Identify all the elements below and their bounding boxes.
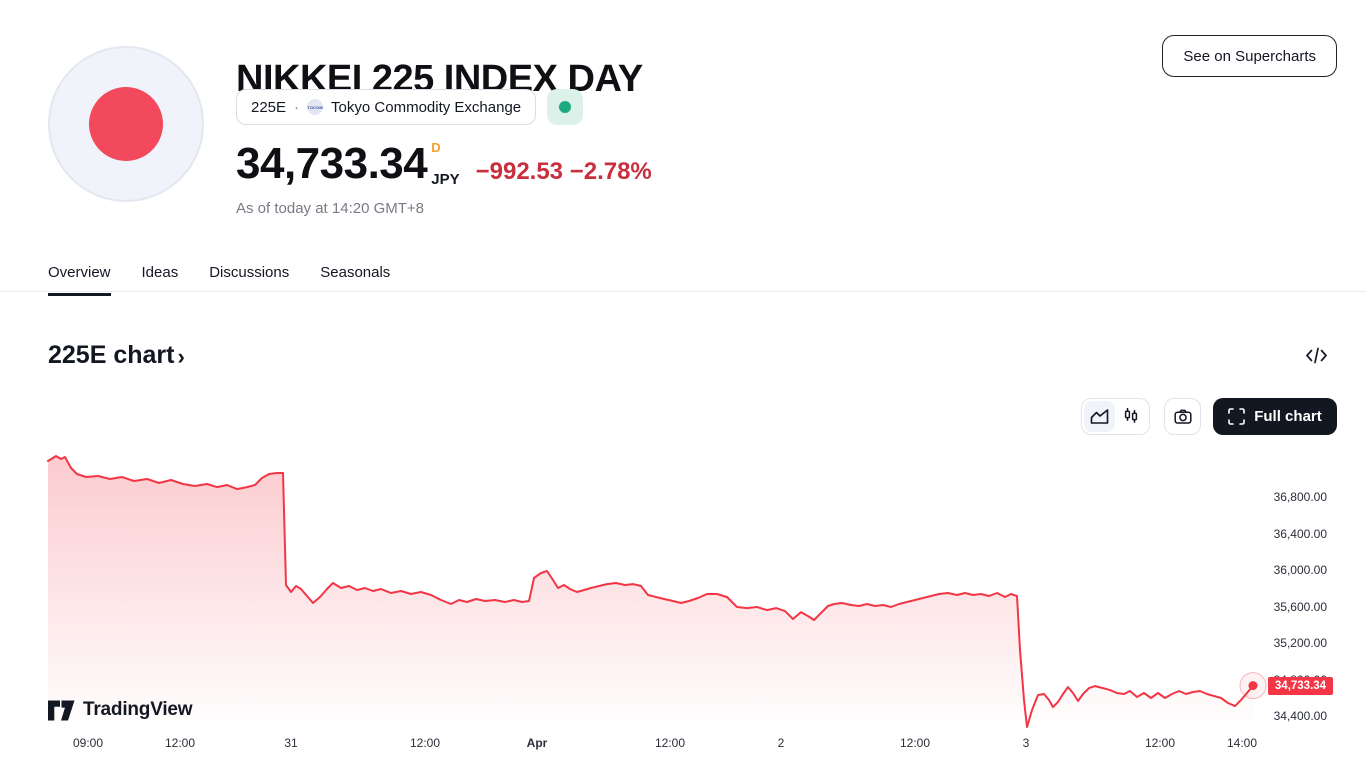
- x-axis-label: 2: [777, 736, 785, 750]
- y-axis-label: 36,400.00: [1273, 526, 1327, 541]
- x-axis-label: 12:00: [1144, 736, 1176, 750]
- tab-ideas[interactable]: Ideas: [142, 258, 179, 296]
- tab-overview[interactable]: Overview: [48, 258, 111, 296]
- tradingview-logo-icon: [48, 700, 75, 720]
- chart-section-heading-link[interactable]: 225E chart ›: [48, 341, 185, 370]
- full-chart-button[interactable]: Full chart: [1213, 398, 1337, 435]
- y-axis-label: 35,600.00: [1273, 599, 1327, 614]
- price-area-chart[interactable]: [0, 440, 1366, 768]
- y-axis-label: 35,200.00: [1273, 636, 1327, 650]
- candlestick-icon: [1124, 408, 1137, 423]
- japan-flag-red-circle-icon: [89, 87, 163, 161]
- full-chart-label: Full chart: [1254, 408, 1322, 425]
- tradingview-wordmark: TradingView: [83, 699, 193, 720]
- price-line: [47, 455, 1254, 728]
- x-axis-label: 3: [1022, 736, 1030, 750]
- camera-icon: [1173, 409, 1192, 424]
- chart-type-area-button[interactable]: [1084, 401, 1115, 432]
- market-open-dot-icon: [559, 101, 571, 113]
- separator-dot: ·: [294, 98, 300, 116]
- tab-seasonals[interactable]: Seasonals: [320, 258, 390, 296]
- tradingview-attribution-link[interactable]: TradingView: [48, 699, 193, 721]
- chart-type-segmented-control: [1081, 398, 1150, 435]
- chart-section-title: 225E chart: [48, 341, 175, 369]
- snapshot-button[interactable]: [1164, 398, 1201, 435]
- tocom-exchange-logo-icon: TOCOM: [307, 99, 324, 115]
- y-axis-label: 36,800.00: [1273, 490, 1327, 504]
- code-embed-icon: [1306, 347, 1327, 364]
- chart-type-candles-button[interactable]: [1115, 401, 1146, 432]
- last-price: 34,733.34: [236, 139, 428, 188]
- symbol-logo-japan-flag: [48, 46, 204, 202]
- x-axis-label: 12:00: [899, 736, 931, 750]
- market-status-button[interactable]: [547, 89, 583, 125]
- x-axis-label: 12:00: [164, 736, 196, 750]
- exchange-name: Tokyo Commodity Exchange: [331, 98, 522, 116]
- chevron-right-icon: ›: [177, 343, 185, 369]
- currency-label: JPY: [431, 171, 460, 188]
- x-axis-label: 14:00: [1226, 736, 1258, 750]
- x-axis-label: 31: [284, 736, 298, 750]
- x-axis-label: 12:00: [654, 736, 686, 750]
- last-price-dot: [1248, 681, 1258, 691]
- tab-discussions[interactable]: Discussions: [209, 258, 289, 296]
- symbol-exchange-badge[interactable]: 225E · TOCOM Tokyo Commodity Exchange: [236, 89, 537, 125]
- area-fill: [48, 456, 1253, 732]
- embed-code-button[interactable]: [1303, 344, 1330, 370]
- area-chart-icon: [1090, 409, 1109, 424]
- x-axis-label: 09:00: [72, 736, 104, 750]
- y-axis-label: 36,000.00: [1273, 563, 1327, 577]
- as-of-timestamp: As of today at 14:20 GMT+8: [236, 200, 425, 217]
- price-unit-column: D JPY: [431, 141, 459, 188]
- y-axis-label: 34,400.00: [1273, 709, 1327, 723]
- price-row: 34,733.34 D JPY −992.53 −2.78%: [236, 140, 652, 188]
- last-price-axis-badge: 34,733.34: [1268, 676, 1333, 695]
- fullscreen-icon: [1228, 408, 1246, 425]
- interval-badge: D: [431, 140, 441, 155]
- tabs-divider: [0, 291, 1366, 292]
- x-axis-label: 12:00: [409, 736, 441, 750]
- price-change: −992.53 −2.78%: [475, 158, 652, 185]
- x-axis-label: Apr: [526, 736, 548, 750]
- see-on-supercharts-button[interactable]: See on Supercharts: [1162, 35, 1337, 77]
- page-tabs: Overview Ideas Discussions Seasonals: [48, 258, 390, 296]
- ticker-label: 225E: [251, 98, 287, 116]
